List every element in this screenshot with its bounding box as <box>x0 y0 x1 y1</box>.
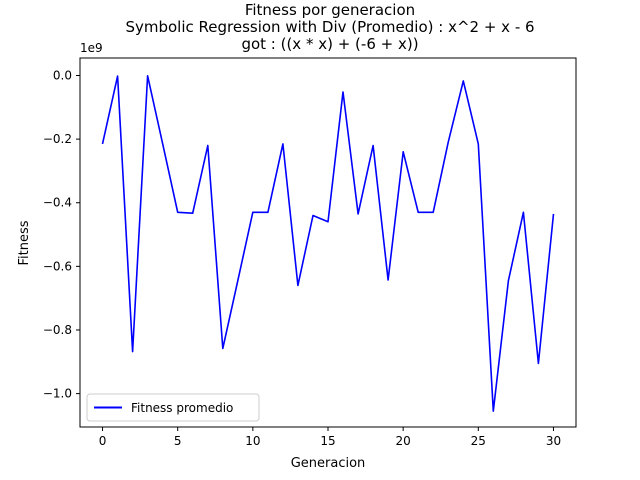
series-line-0 <box>101 75 555 412</box>
y-offset-label: 1e9 <box>80 41 103 55</box>
legend-box <box>86 393 260 422</box>
x-tick-label-0: 0 <box>99 434 107 448</box>
chart-title-line-1: Fitness por generacion <box>245 1 415 19</box>
y-tick-label-2: −0.4 <box>43 196 72 210</box>
legend: Fitness promedio <box>86 393 260 422</box>
chart-title-line-3: got : ((x * x) + (-6 + x)) <box>241 35 418 53</box>
y-tick-label-4: −0.8 <box>43 323 72 337</box>
x-tick-label-30: 30 <box>546 434 561 448</box>
chart-title-line-2: Symbolic Regression with Div (Promedio) … <box>125 18 534 36</box>
x-tick-label-20: 20 <box>396 434 411 448</box>
legend-label: Fitness promedio <box>131 401 233 415</box>
x-axis-label: Generacion <box>291 456 366 471</box>
x-tick-label-5: 5 <box>174 434 182 448</box>
x-tick-label-10: 10 <box>245 434 260 448</box>
y-tick-label-5: −1.0 <box>43 387 72 401</box>
x-tick-label-25: 25 <box>471 434 486 448</box>
y-tick-label-1: −0.2 <box>43 132 72 146</box>
y-axis-label: Fitness <box>17 220 32 265</box>
y-tick-label-0: 0.0 <box>53 68 72 82</box>
y-tick-label-3: −0.6 <box>43 259 72 273</box>
x-tick-label-15: 15 <box>320 434 335 448</box>
plot-area-frame <box>79 57 577 428</box>
